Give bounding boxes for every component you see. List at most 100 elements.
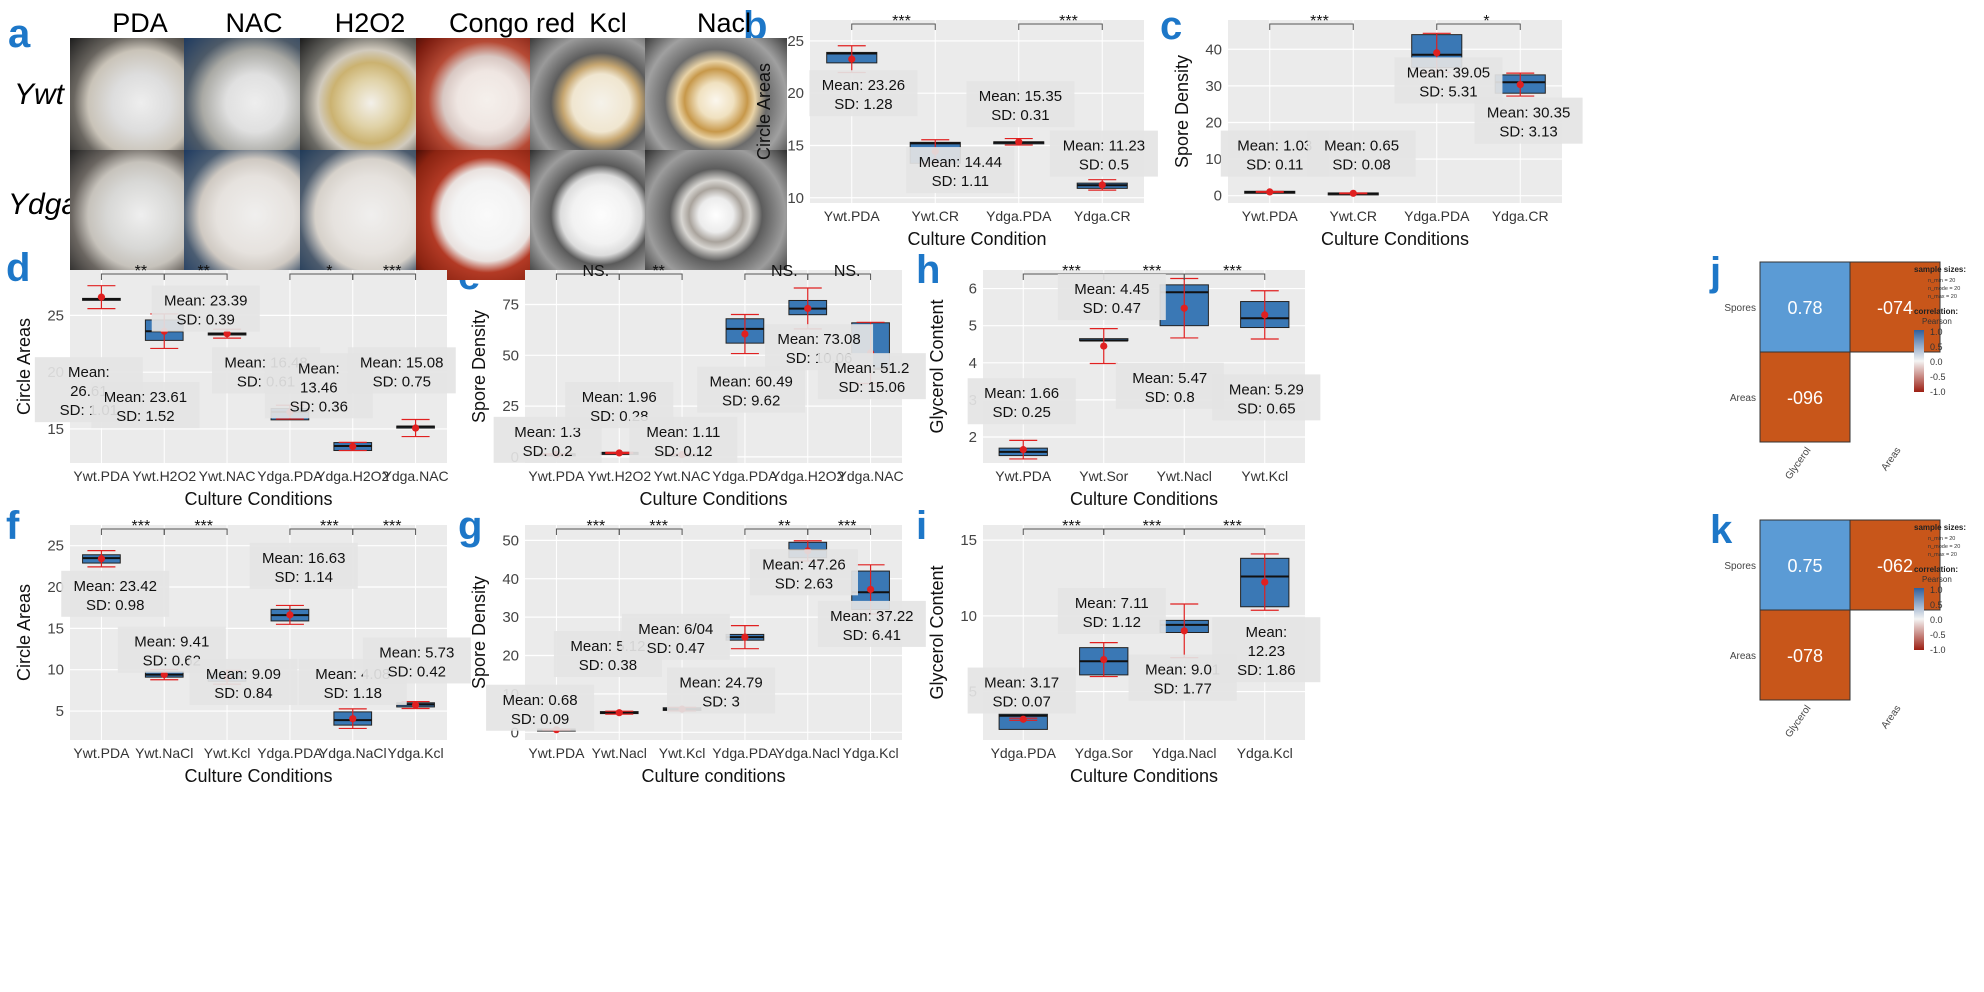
- photo-col-label-kcl: Kcl: [589, 8, 627, 38]
- annotation-text: SD: 9.62: [722, 393, 780, 410]
- heatmap-value: 0.75: [1787, 556, 1822, 576]
- annotation-text: Mean: 39.05: [1407, 64, 1490, 81]
- legend-title-sizes: sample sizes:: [1914, 523, 1966, 532]
- mean-point-Ywt.H2O2: [615, 449, 623, 457]
- panel-letter-g: g: [458, 504, 483, 548]
- y-tick-label: 15: [47, 421, 64, 438]
- legend-tick: 1.0: [1930, 585, 1943, 595]
- annotation-text: Mean: 5.29: [1229, 381, 1304, 398]
- annotation-text: SD: 0.08: [1332, 157, 1390, 174]
- significance-label: ***: [1059, 13, 1078, 30]
- annotation-text: SD: 3: [702, 694, 740, 711]
- legend-size-entry: n_max = 20: [1928, 552, 1957, 558]
- significance-bracket: [851, 23, 936, 30]
- heatmap-cell: [1759, 609, 1851, 701]
- y-tick-label: 50: [502, 347, 519, 364]
- photo-col-label-congo-red: Congo red: [448, 8, 576, 38]
- x-tick-label: Ydga.Sor: [1075, 745, 1134, 761]
- annotation-text: SD: 0.98: [86, 597, 144, 614]
- annotation-text: Mean: 3.17: [984, 675, 1059, 692]
- annotation-text: Mean: 24.79: [679, 675, 762, 692]
- annotation-text: SD: 0.84: [214, 685, 272, 702]
- y-axis-title: Spore Density: [1172, 55, 1192, 168]
- panel-letter-i: i: [916, 504, 928, 548]
- annotation-box: [1307, 130, 1416, 177]
- y-tick-label: 15: [787, 137, 804, 154]
- y-tick-label: 10: [787, 190, 804, 207]
- mean-point-Ywt.NaCl: [160, 670, 168, 679]
- annotation-box: [189, 658, 298, 705]
- annotation-box: [347, 347, 456, 394]
- y-tick-label: 40: [502, 571, 519, 588]
- x-tick-label: Ywt.PDA: [73, 745, 130, 761]
- significance-label: **: [652, 263, 664, 280]
- significance-bracket: [352, 273, 417, 280]
- significance-label: ***: [1062, 518, 1081, 535]
- y-tick-label: 20: [1205, 114, 1222, 131]
- significance-label: ***: [838, 518, 857, 535]
- photo-col-label-nac: NAC: [225, 8, 283, 38]
- y-tick-label: 4: [969, 355, 977, 372]
- annotation-box: [906, 147, 1015, 194]
- y-tick-label: 30: [1205, 78, 1222, 95]
- annotation-text: SD: 2.63: [775, 575, 833, 592]
- x-tick-label: Ydga.PDA: [712, 745, 778, 761]
- mean-point-Ydga.CR: [1516, 80, 1524, 89]
- chart-g: 01020304050Ywt.PDAYwt.NaclYwt.KclYdga.PD…: [469, 518, 926, 786]
- legend-title-correlation: correlation:: [1914, 565, 1958, 574]
- annotation-box: [966, 81, 1075, 128]
- annotation-text: SD: 5.31: [1419, 83, 1477, 100]
- significance-label: NS.: [834, 263, 861, 280]
- significance-label: **: [197, 263, 209, 280]
- x-tick-label: Ywt.PDA: [73, 468, 130, 484]
- significance-bracket: [1183, 273, 1266, 280]
- x-tick-label: Ydga.PDA: [712, 468, 778, 484]
- culture-photo-grid: PDA NAC H2O2 Congo red Kcl Nacl Ywt Ydga: [0, 0, 960, 315]
- annotation-text: SD: 0.47: [1083, 300, 1141, 317]
- annotation-box: [1212, 374, 1321, 421]
- significance-bracket: [352, 528, 417, 535]
- annotation-text: SD: 0.2: [523, 443, 573, 460]
- annotation-text: Mean: 16.63: [262, 550, 345, 567]
- y-axis-title: Glycerol Content: [927, 565, 947, 699]
- annotation-text: SD: 0.75: [373, 373, 431, 390]
- mean-point-Ywt.Kcl: [1261, 311, 1269, 319]
- mean-point-Ydga.Kcl: [866, 585, 875, 594]
- x-tick-label: Ywt.PDA: [995, 468, 1052, 484]
- annotation-box: [817, 600, 926, 647]
- annotation-text: Mean: 0.65: [1324, 138, 1399, 155]
- panel-letter-k: k: [1710, 508, 1733, 552]
- chart-h: 23456Ywt.PDAYwt.SorYwt.NaclYwt.Kcl******…: [927, 263, 1321, 509]
- panel-letter-f: f: [6, 504, 20, 548]
- significance-label: ***: [586, 518, 605, 535]
- annotation-text: Mean: 15.08: [360, 354, 443, 371]
- mean-point-Ydga.PDA: [1433, 49, 1441, 57]
- annotation-text: SD: 0.47: [647, 640, 705, 657]
- heatmap-row-label: Areas: [1730, 651, 1756, 662]
- x-tick-label: Ydga.H2O2: [316, 468, 389, 484]
- annotation-text: Mean: 23.42: [74, 578, 157, 595]
- legend-tick: -1.0: [1930, 387, 1946, 397]
- annotation-text: Mean: 51.2: [834, 360, 909, 377]
- annotation-text: 12.23: [1248, 643, 1286, 660]
- heatmap-col-label: Glycerol: [1783, 445, 1813, 481]
- y-tick-label: 20: [502, 648, 519, 665]
- significance-label: NS.: [771, 263, 798, 280]
- heatmap-cell: [1759, 519, 1851, 611]
- x-axis-title: Culture Conditions: [639, 489, 787, 509]
- photo-row-label-ydga: Ydga: [8, 188, 79, 221]
- significance-label: ***: [320, 518, 339, 535]
- legend-method: Pearson: [1922, 317, 1952, 326]
- annotation-box: [1394, 57, 1503, 104]
- annotation-text: Mean: 9.09: [206, 666, 281, 683]
- significance-label: **: [778, 518, 790, 535]
- x-tick-label: Ydga.Kcl: [388, 745, 444, 761]
- y-axis-title: Circle Areas: [14, 318, 34, 415]
- annotation-box: [91, 382, 200, 429]
- heatmap-value: 0.78: [1787, 298, 1822, 318]
- panel-letter-c: c: [1160, 4, 1183, 48]
- mean-point-Ywt.PDA: [1019, 446, 1027, 454]
- mean-point-Ywt.CR: [1349, 189, 1357, 197]
- annotation-text: Mean: 5.73: [379, 644, 454, 661]
